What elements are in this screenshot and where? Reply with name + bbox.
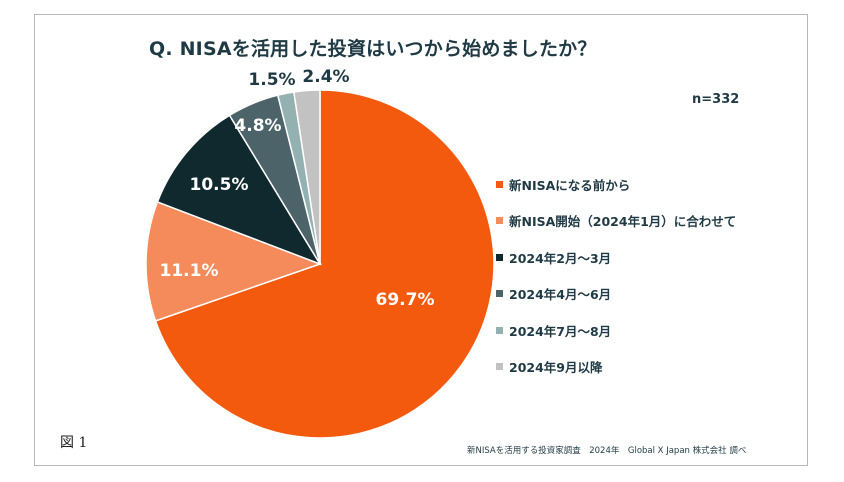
legend-swatch bbox=[496, 363, 503, 371]
legend-swatch bbox=[496, 180, 503, 188]
legend-swatch bbox=[496, 253, 503, 261]
pie-slice-3 bbox=[156, 114, 322, 266]
legend-label: 2024年7月～8月 bbox=[509, 323, 612, 339]
sample-size-label: n=332 bbox=[692, 92, 740, 107]
slice-value-label-5: 1.5% bbox=[248, 70, 295, 90]
slice-value-label-4: 4.8% bbox=[234, 116, 281, 136]
legend-item-1: 新NISAになる前から bbox=[496, 166, 736, 203]
source-note: 新NISAを活用する投資家調査 2024年 Global X Japan 株式会… bbox=[467, 446, 747, 456]
chart-title: Q. NISAを活用した投資はいつから始めましたか？ bbox=[149, 38, 597, 60]
slice-value-label-6: 2.4% bbox=[302, 67, 349, 87]
legend-label: 2024年2月～3月 bbox=[509, 250, 612, 266]
legend-swatch bbox=[496, 217, 503, 225]
pie-slice-1 bbox=[154, 89, 495, 439]
legend-label: 新NISA開始（2024年1月）に合わせて bbox=[509, 214, 737, 230]
legend-label: 新NISAになる前から bbox=[509, 177, 631, 193]
legend-swatch bbox=[496, 290, 503, 298]
legend-label: 2024年9月以降 bbox=[509, 360, 603, 376]
chart-legend: 新NISAになる前から新NISA開始（2024年1月）に合わせて 2024年2月～… bbox=[496, 166, 736, 385]
slice-value-label-2: 11.1% bbox=[160, 261, 219, 281]
legend-swatch bbox=[496, 326, 503, 334]
legend-item-6: 2024年9月以降 bbox=[496, 349, 736, 386]
legend-item-5: 2024年7月～8月 bbox=[496, 312, 736, 349]
legend-label: 2024年4月～6月 bbox=[509, 287, 612, 303]
legend-item-2: 新NISA開始（2024年1月）に合わせて bbox=[496, 203, 736, 240]
slice-value-label-3: 10.5% bbox=[190, 175, 249, 195]
legend-item-3: 2024年2月～3月 bbox=[496, 239, 736, 276]
pie-slice-2 bbox=[145, 201, 323, 322]
legend-item-4: 2024年4月～6月 bbox=[496, 276, 736, 313]
figure-label: 図 1 bbox=[60, 435, 88, 451]
pie-slice-6 bbox=[293, 89, 321, 265]
slice-value-label-1: 69.7% bbox=[376, 290, 435, 310]
